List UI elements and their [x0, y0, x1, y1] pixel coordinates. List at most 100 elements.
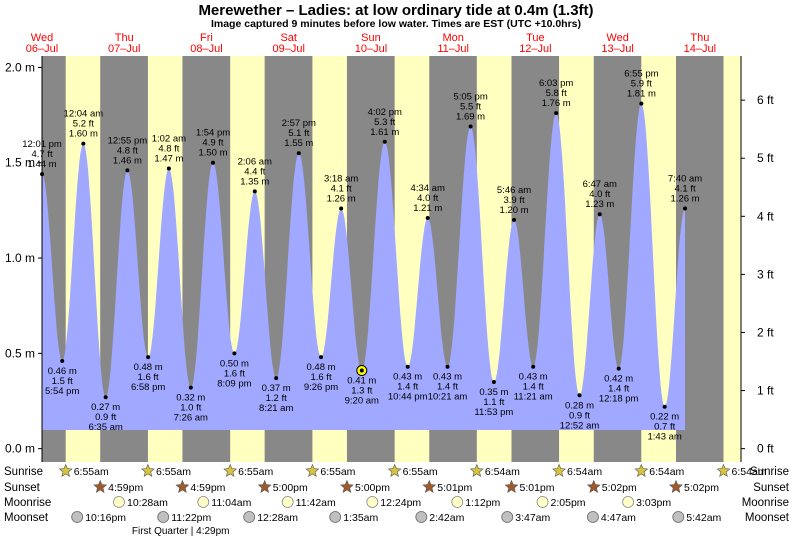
- y-tick-label-ft: 2 ft: [757, 325, 774, 339]
- tide-point: [405, 364, 410, 369]
- tide-point: [512, 217, 517, 222]
- tide-time: 12:55 pm: [108, 135, 148, 146]
- tide-meters: 1.81 m: [627, 89, 656, 100]
- tide-feet: 1.4 ft: [437, 382, 458, 393]
- tide-time: 10:44 pm: [388, 392, 428, 403]
- row-label-left: Sunrise: [4, 466, 43, 478]
- tide-time: 5:46 am: [497, 185, 531, 196]
- day-name: Tue: [526, 32, 545, 44]
- tide-time: 4:02 pm: [368, 107, 402, 118]
- tide-point: [531, 364, 536, 369]
- tide-feet: 4.8 ft: [158, 143, 179, 154]
- tide-feet: 4.4 ft: [244, 166, 265, 177]
- sunset-time: 5:00pm: [273, 482, 308, 494]
- tide-time: 1:54 pm: [196, 128, 230, 139]
- tide-time: 12:18 pm: [599, 394, 639, 405]
- day-date: 13–Jul: [601, 43, 633, 55]
- moonset-time: 3:47am: [515, 512, 550, 524]
- sunrise-time: 6:54am: [649, 466, 684, 478]
- moonset-time: 1:35am: [343, 512, 378, 524]
- moonset-icon: [501, 511, 514, 523]
- day-date: 12–Jul: [519, 43, 551, 55]
- tide-point: [554, 111, 559, 116]
- axes: 2.0 m 1.5 m 1.0 m 0.5 m 0.0 m 6 ft 5 ft 4 ft 3 f…: [5, 56, 774, 462]
- tide-meters: 0.46 m: [48, 366, 77, 377]
- tide-point: [274, 376, 279, 381]
- tide-meters: 1.26 m: [671, 193, 700, 204]
- moonrise-icon: [197, 496, 210, 508]
- tide-point: [597, 212, 602, 217]
- sunset-icon: [504, 479, 519, 493]
- sunset-icon: [257, 479, 272, 493]
- tide-feet: 1.4 ft: [523, 382, 544, 393]
- day-date: 06–Jul: [26, 43, 58, 55]
- tide-time: 9:20 am: [345, 396, 379, 407]
- day-name: Thu: [690, 32, 709, 44]
- tide-meters: 1.23 m: [585, 199, 614, 210]
- tide-point: [577, 393, 582, 398]
- row-label-right: Moonset: [745, 512, 790, 524]
- tide-time: 12:52 am: [560, 420, 600, 431]
- tide-point: [103, 395, 108, 400]
- day-name: Thu: [115, 32, 134, 44]
- sunset-time: 4:59pm: [108, 482, 143, 494]
- moonrise-icon: [281, 496, 294, 508]
- y-tick-label-ft: 1 ft: [757, 384, 774, 398]
- tide-meters: 1.44 m: [28, 159, 57, 170]
- tide-point: [468, 124, 473, 129]
- y-tick-label-ft: 6 ft: [757, 93, 774, 107]
- day-name: Sun: [361, 32, 381, 44]
- tide-meters: 1.46 m: [113, 155, 142, 166]
- tide-feet: 4.1 ft: [674, 183, 695, 194]
- tide-feet: 1.4 ft: [608, 384, 629, 395]
- sunrise-icon: [305, 463, 320, 477]
- sunset-icon: [422, 479, 437, 493]
- sunrise-time: 6:55am: [403, 466, 438, 478]
- tide-feet: 3.9 ft: [504, 195, 525, 206]
- sunrise-icon: [634, 463, 649, 477]
- day-date: 14–Jul: [684, 43, 716, 55]
- tide-feet: 4.0 ft: [589, 189, 610, 200]
- day-name: Sat: [280, 32, 297, 44]
- sunset-icon: [340, 479, 354, 493]
- moonset-icon: [672, 511, 685, 523]
- tide-meters: 0.27 m: [91, 402, 120, 413]
- tide-feet: 1.4 ft: [397, 382, 418, 393]
- tide-time: 6:55 pm: [624, 69, 658, 80]
- moonset-icon: [329, 511, 342, 523]
- tide-time: 2:06 am: [238, 156, 272, 167]
- tide-feet: 1.3 ft: [351, 386, 372, 397]
- moonrise-icon: [536, 496, 549, 508]
- day-labels: Wed06–JulThu07–JulFri08–JulSat09–JulSun1…: [26, 32, 716, 55]
- tide-labels: 12:01 pm4.7 ft1.44 m 0.46 m1.5 ft5:54 pm 1…: [22, 69, 702, 443]
- tide-time: 11:53 pm: [474, 407, 513, 418]
- tide-meters: 0.43 m: [433, 372, 462, 383]
- row-label-left: Sunset: [4, 482, 41, 494]
- tide-point: [662, 404, 667, 409]
- tide-time: 8:21 am: [259, 403, 293, 414]
- tide-point: [296, 151, 301, 156]
- tide-feet: 4.8 ft: [117, 145, 138, 156]
- moonset-time: 5:42am: [686, 512, 721, 524]
- tide-feet: 4.1 ft: [331, 183, 352, 194]
- tide-time: 1:43 am: [647, 432, 681, 443]
- tide-feet: 1.6 ft: [224, 368, 245, 379]
- day-date: 08–Jul: [190, 43, 222, 55]
- sunrise-time: 6:54am: [485, 466, 520, 478]
- sunset-icon: [669, 479, 683, 493]
- tide-point: [491, 379, 496, 384]
- tide-point: [319, 355, 324, 360]
- tide-point: [146, 355, 151, 360]
- tide-time: 11:21 am: [514, 392, 553, 403]
- moonrise-time: 11:42am: [296, 497, 336, 509]
- moonrise-time: 1:12pm: [465, 497, 500, 509]
- moonset-icon: [71, 511, 84, 523]
- tide-time: 7:40 am: [668, 173, 702, 184]
- y-tick-label-m: 1.5 m: [5, 156, 35, 170]
- sunrise-time: 6:55am: [156, 466, 191, 478]
- day-date: 10–Jul: [355, 43, 387, 55]
- tide-point: [60, 358, 65, 363]
- tide-time: 6:03 pm: [539, 78, 573, 89]
- sunrise-icon: [552, 463, 566, 477]
- sunset-icon: [175, 479, 190, 493]
